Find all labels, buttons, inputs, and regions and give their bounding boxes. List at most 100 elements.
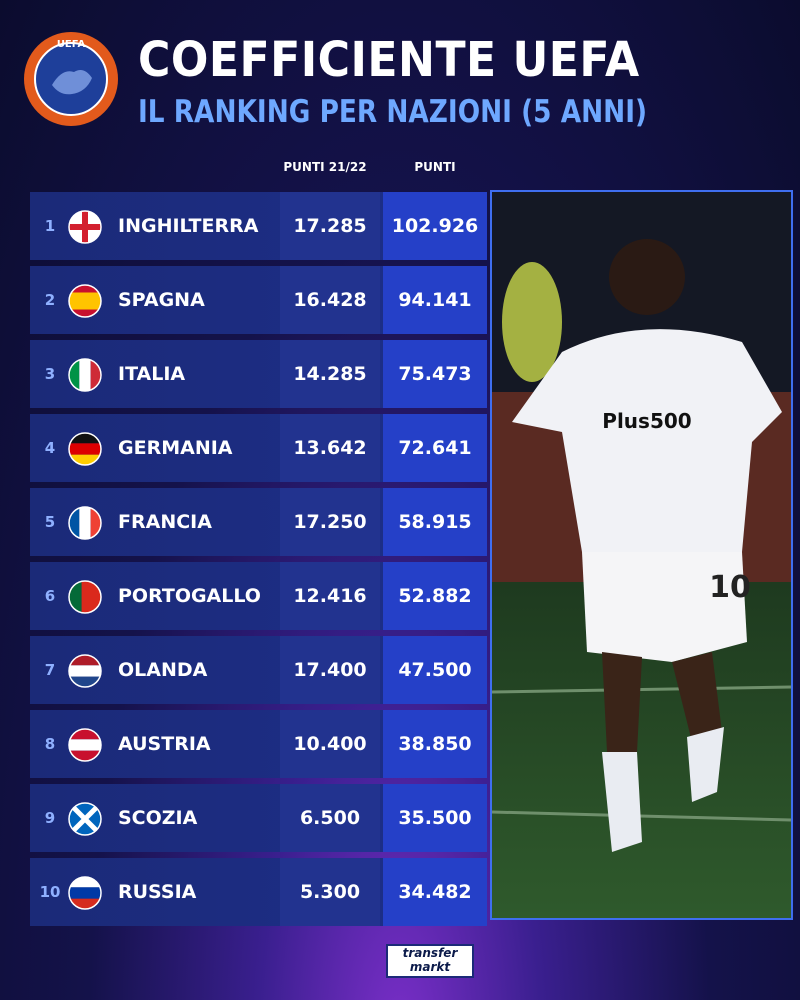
points-21-22: 16.428 [280,266,380,334]
points-total: 75.473 [383,340,487,408]
rank: 10 [39,883,61,901]
flag-ring [68,728,102,762]
uefa-logo: UEFA [24,32,118,126]
flag-stripe [69,581,82,613]
flag-ring [68,654,102,688]
flag-stripe [69,898,101,909]
country: SPAGNA [118,289,205,311]
flag [68,580,102,614]
column-header: PUNTI 21/22 [283,160,367,174]
flag-body [69,211,101,243]
rank: 2 [44,291,56,309]
flag-body [69,285,101,317]
table-row: 8 AUSTRIA 10.400 38.850 [30,710,487,778]
flag-ring [68,802,102,836]
photo-drawing: Plus500 10 [492,192,791,918]
flag-body [69,877,101,909]
flag-body [69,655,101,687]
flag-stripe [69,739,101,751]
flag-body [69,433,101,465]
flag [68,876,102,910]
brand-logo: transfer markt [386,944,474,978]
flag-ring [68,580,102,614]
flag-ring [68,432,102,466]
flag-body [69,581,101,613]
logo-text: UEFA [57,39,86,50]
flag-stripe [69,292,101,310]
flag-stripe [69,887,101,899]
flag-ring [68,284,102,318]
country: SCOZIA [118,807,198,829]
table-row: 4 GERMANIA 13.642 72.641 [30,414,487,482]
country: PORTOGALLO [118,585,261,607]
table-row: 10 RUSSIA 5.300 34.482 [30,858,487,926]
flag-stripe [69,877,101,888]
rank: 4 [44,439,56,457]
points-total: 102.926 [383,192,487,260]
country: GERMANIA [118,437,233,459]
rank: 6 [44,587,56,605]
flag-stripe [90,359,101,391]
points-21-22: 10.400 [280,710,380,778]
flag-body [69,803,101,835]
points-21-22: 13.642 [280,414,380,482]
flag [68,284,102,318]
brand-bottom: markt [409,960,451,974]
rank: 3 [44,365,56,383]
table-row: 7 OLANDA 17.400 47.500 [30,636,487,704]
brand-top: transfer [402,946,458,960]
country: FRANCIA [118,511,212,533]
flag-stripe [69,443,101,455]
flag-ring [68,358,102,392]
table-row: 1 INGHILTERRA 17.285 102.926 [30,192,487,260]
country: ITALIA [118,363,186,385]
flag-ring [68,506,102,540]
rank: 5 [44,513,56,531]
points-total: 34.482 [383,858,487,926]
flag-body [69,729,101,761]
flag [68,210,102,244]
points-21-22: 17.400 [280,636,380,704]
subtitle: IL RANKING PER NAZIONI (5 ANNI) [138,94,648,130]
flag-stripe [69,750,101,761]
points-total: 35.500 [383,784,487,852]
flag-stripe [79,507,91,539]
points-21-22: 14.285 [280,340,380,408]
flag-stripe [69,676,101,687]
rank: 7 [44,661,56,679]
shirt-number: 10 [709,570,751,605]
flag-stripe [81,581,101,613]
points-21-22: 12.416 [280,562,380,630]
points-total: 58.915 [383,488,487,556]
points-21-22: 6.500 [280,784,380,852]
flag-stripe [69,433,101,444]
title: COEFFICIENTE UEFA [138,32,640,88]
table-row: 9 SCOZIA 6.500 35.500 [30,784,487,852]
flag-body [69,359,101,391]
country: AUSTRIA [118,733,211,755]
flag [68,802,102,836]
table-row: 3 ITALIA 14.285 75.473 [30,340,487,408]
points-total: 47.500 [383,636,487,704]
country: INGHILTERRA [118,215,259,237]
table-row: 2 SPAGNA 16.428 94.141 [30,266,487,334]
flag [68,728,102,762]
flag-cross [69,224,101,230]
flag-stripe [79,359,91,391]
country: RUSSIA [118,881,197,903]
flag-body [69,507,101,539]
flag-stripe [90,507,101,539]
flag [68,358,102,392]
shirt-text: Plus500 [602,409,691,433]
flag [68,506,102,540]
points-21-22: 5.300 [280,858,380,926]
points-total: 38.850 [383,710,487,778]
table-row: 5 FRANCIA 17.250 58.915 [30,488,487,556]
rank: 9 [44,809,56,827]
flag-stripe [69,309,101,317]
points-21-22: 17.250 [280,488,380,556]
points-total: 52.882 [383,562,487,630]
rank: 1 [44,217,56,235]
rank: 8 [44,735,56,753]
